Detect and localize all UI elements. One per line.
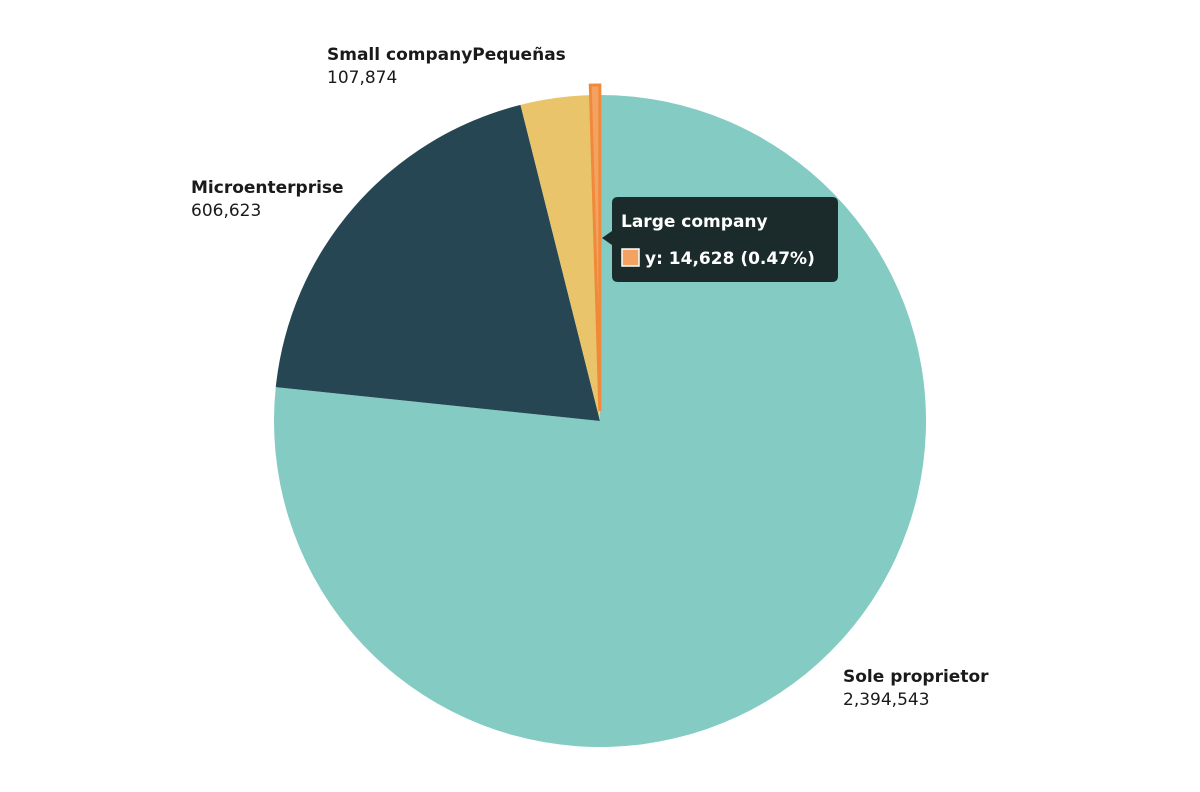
label-small-company-name: Small companyPequeñas (327, 45, 566, 65)
pie-slice-small-companypeque-as[interactable] (520, 95, 600, 421)
tooltip-title: Large company (621, 212, 768, 232)
pie-slices (273, 83, 926, 747)
label-sole-proprietor-name: Sole proprietor (843, 667, 989, 687)
tooltip-background (602, 197, 838, 282)
label-small-company-value: 107,874 (327, 68, 397, 88)
slice-labels: Sole proprietor 2,394,543 Microenterpris… (191, 45, 989, 710)
label-microenterprise-value: 606,623 (191, 201, 261, 221)
tooltip-value: y: 14,628 (0.47%) (645, 249, 815, 269)
label-sole-proprietor-value: 2,394,543 (843, 690, 930, 710)
pie-slice-large-company[interactable] (588, 83, 602, 412)
label-microenterprise-name: Microenterprise (191, 178, 344, 198)
tooltip: Large company y: 14,628 (0.47%) (602, 197, 838, 282)
tooltip-swatch (621, 248, 640, 267)
pie-slice-microenterprise[interactable] (275, 104, 600, 421)
